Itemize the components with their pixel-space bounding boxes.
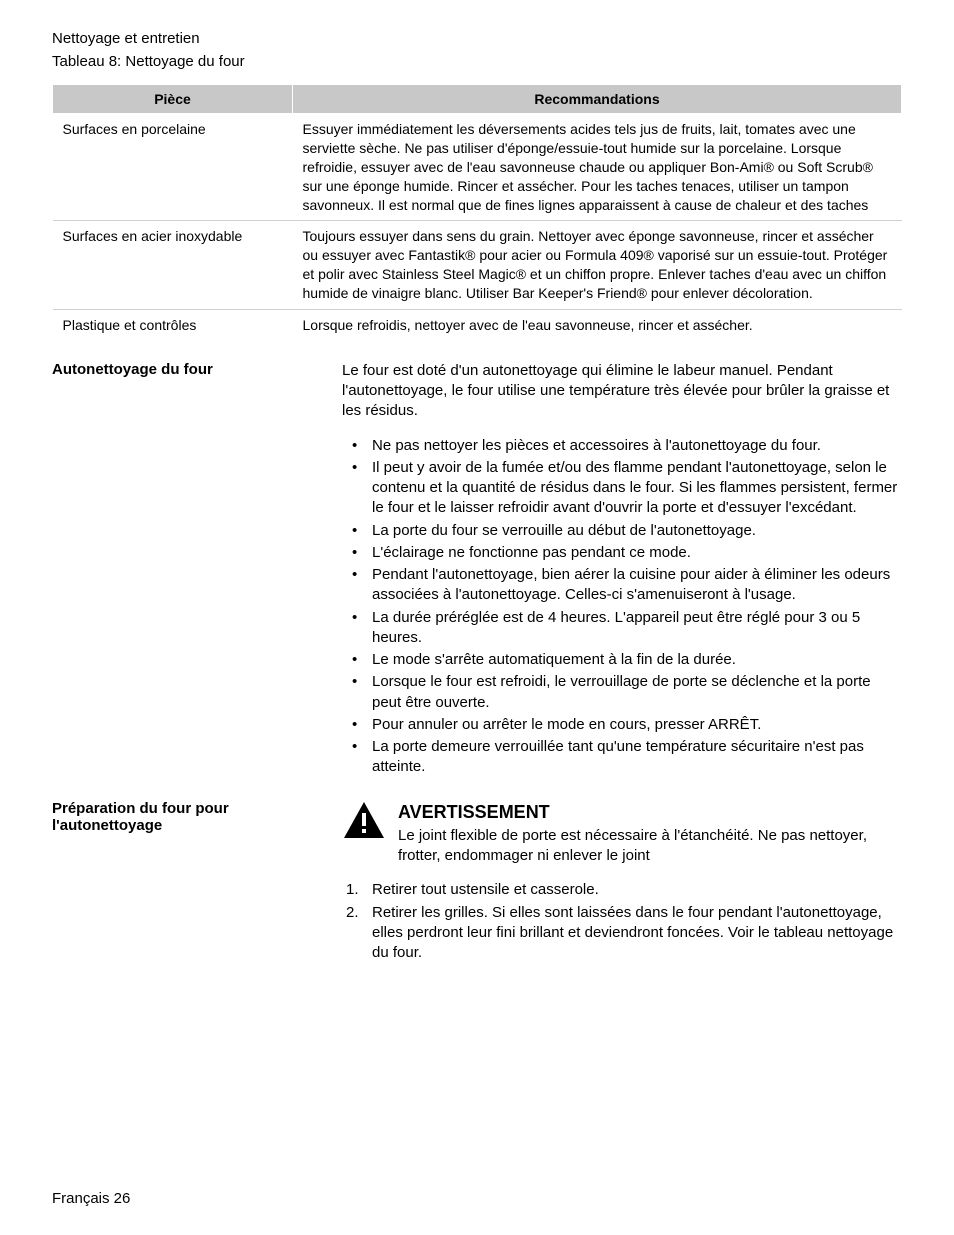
list-item: L'éclairage ne fonctionne pas pendant ce… [342, 543, 902, 563]
list-item: La porte demeure verrouillée tant qu'une… [342, 737, 902, 778]
cleaning-table: Pièce Recommandations Surfaces en porcel… [52, 84, 902, 341]
table-row: Surfaces en porcelaine Essuyer immédiate… [53, 114, 902, 221]
cell-reco: Lorsque refroidis, nettoyer avec de l'ea… [293, 310, 902, 341]
list-item: La durée préréglée est de 4 heures. L'ap… [342, 608, 902, 649]
warning-block: AVERTISSEMENT Le joint flexible de porte… [342, 800, 902, 867]
col-header-reco: Recommandations [293, 85, 902, 114]
prep-section: Préparation du four pour l'autonettoyage… [52, 800, 902, 966]
list-item: Ne pas nettoyer les pièces et accessoire… [342, 436, 902, 456]
prep-content: AVERTISSEMENT Le joint flexible de porte… [342, 800, 902, 966]
selfclean-section: Autonettoyage du four Le four est doté d… [52, 361, 902, 780]
table-caption: Tableau 8: Nettoyage du four [52, 53, 902, 70]
cell-reco: Essuyer immédiatement les déversements a… [293, 114, 902, 221]
cell-reco: Toujours essuyer dans sens du grain. Net… [293, 221, 902, 310]
table-row: Surfaces en acier inoxydable Toujours es… [53, 221, 902, 310]
warning-text: AVERTISSEMENT Le joint flexible de porte… [398, 800, 902, 867]
list-item: Le mode s'arrête automatiquement à la fi… [342, 650, 902, 670]
list-item: Retirer les grilles. Si elles sont laiss… [342, 903, 902, 964]
page: Nettoyage et entretien Tableau 8: Nettoy… [0, 0, 954, 1235]
selfclean-label: Autonettoyage du four [52, 361, 342, 780]
list-item: Pour annuler ou arrêter le mode en cours… [342, 715, 902, 735]
table-row: Plastique et contrôles Lorsque refroidis… [53, 310, 902, 341]
prep-steps: Retirer tout ustensile et casserole. Ret… [342, 880, 902, 963]
warning-title: AVERTISSEMENT [398, 800, 902, 824]
selfclean-intro: Le four est doté d'un autonettoyage qui … [342, 361, 902, 422]
page-footer: Français 26 [52, 1190, 130, 1207]
selfclean-content: Le four est doté d'un autonettoyage qui … [342, 361, 902, 780]
table-header-row: Pièce Recommandations [53, 85, 902, 114]
warning-body: Le joint flexible de porte est nécessair… [398, 826, 902, 867]
col-header-piece: Pièce [53, 85, 293, 114]
list-item: Pendant l'autonettoyage, bien aérer la c… [342, 565, 902, 606]
list-item: La porte du four se verrouille au début … [342, 521, 902, 541]
list-item: Retirer tout ustensile et casserole. [342, 880, 902, 900]
selfclean-bullet-list: Ne pas nettoyer les pièces et accessoire… [342, 436, 902, 778]
warning-icon [342, 800, 398, 840]
list-item: Lorsque le four est refroidi, le verroui… [342, 672, 902, 713]
prep-label: Préparation du four pour l'autonettoyage [52, 800, 342, 966]
cell-piece: Surfaces en porcelaine [53, 114, 293, 221]
section-title: Nettoyage et entretien [52, 30, 902, 47]
cell-piece: Surfaces en acier inoxydable [53, 221, 293, 310]
cell-piece: Plastique et contrôles [53, 310, 293, 341]
list-item: Il peut y avoir de la fumée et/ou des fl… [342, 458, 902, 519]
